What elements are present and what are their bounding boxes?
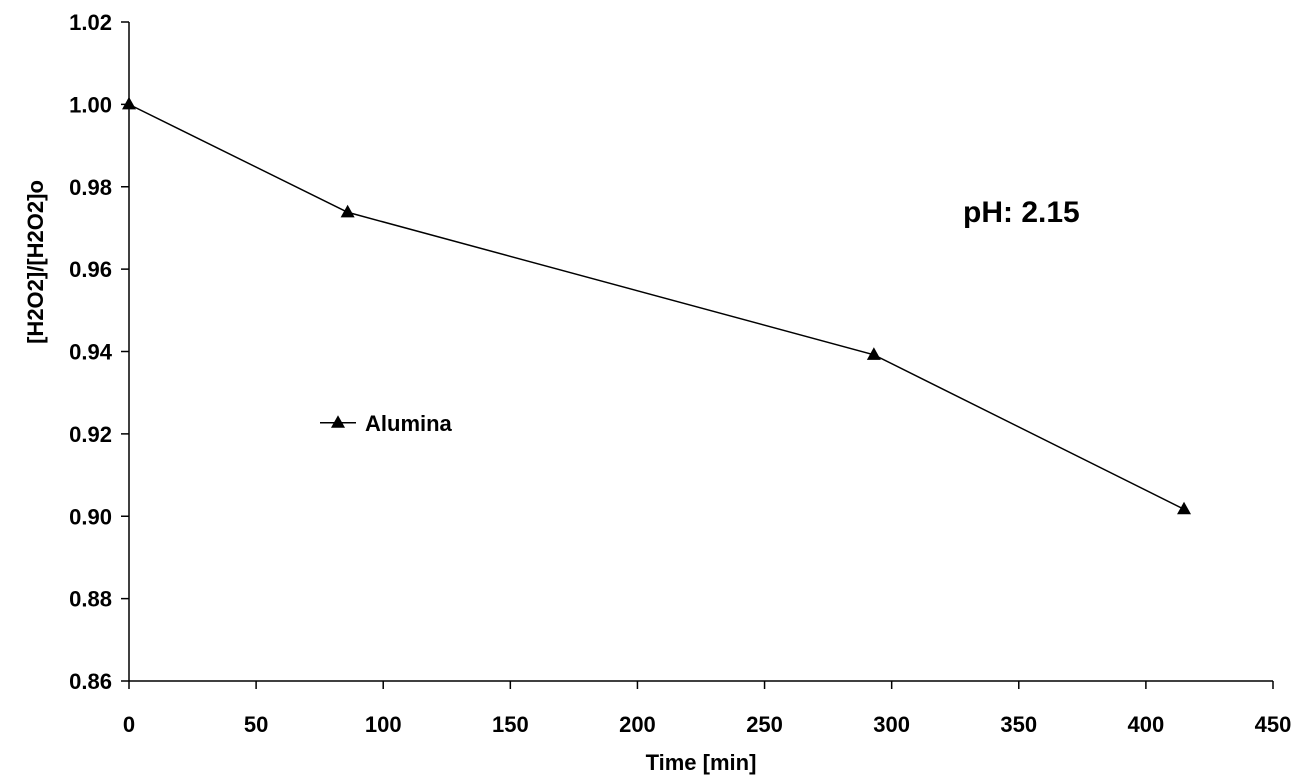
y-tick-label: 0.96: [69, 257, 112, 282]
x-tick-label: 250: [746, 712, 783, 737]
y-tick-label: 0.90: [69, 504, 112, 529]
x-axis-title: Time [min]: [646, 750, 757, 775]
x-tick-label: 50: [244, 712, 268, 737]
y-tick-label: 1.00: [69, 92, 112, 117]
legend: Alumina: [320, 411, 453, 436]
legend-label: Alumina: [365, 411, 453, 436]
data-point-marker: [122, 96, 136, 110]
series-line-alumina: [128, 103, 1185, 510]
axes: [128, 22, 1273, 682]
y-axis-title: [H2O2]/[H2O2]o: [23, 180, 48, 344]
x-ticks: 0 50 100 150 200 250 300 350 400 450: [123, 681, 1291, 737]
y-tick-label: 0.94: [69, 340, 113, 365]
x-tick-label: 200: [619, 712, 656, 737]
legend-marker: [331, 415, 345, 428]
y-tick-label: 1.02: [69, 10, 112, 35]
y-tick-label: 0.88: [69, 587, 112, 612]
data-point-marker: [340, 204, 355, 218]
x-tick-label: 450: [1255, 712, 1292, 737]
x-tick-label: 150: [492, 712, 529, 737]
annotation-ph: pH: 2.15: [963, 196, 1080, 229]
x-tick-label: 350: [1000, 712, 1037, 737]
y-tick-label: 0.86: [69, 669, 112, 694]
x-tick-label: 300: [873, 712, 910, 737]
y-tick-label: 0.98: [69, 175, 112, 200]
x-tick-label: 400: [1128, 712, 1165, 737]
series-layer: [122, 96, 1192, 515]
x-tick-label: 0: [123, 712, 135, 737]
data-point-marker: [866, 347, 881, 360]
y-tick-label: 0.92: [69, 422, 112, 447]
y-ticks: 0.86 0.88 0.90 0.92 0.94 0.96 0.98 1.00 1.02: [69, 10, 129, 694]
data-point-marker: [1177, 501, 1192, 515]
x-tick-label: 100: [365, 712, 402, 737]
